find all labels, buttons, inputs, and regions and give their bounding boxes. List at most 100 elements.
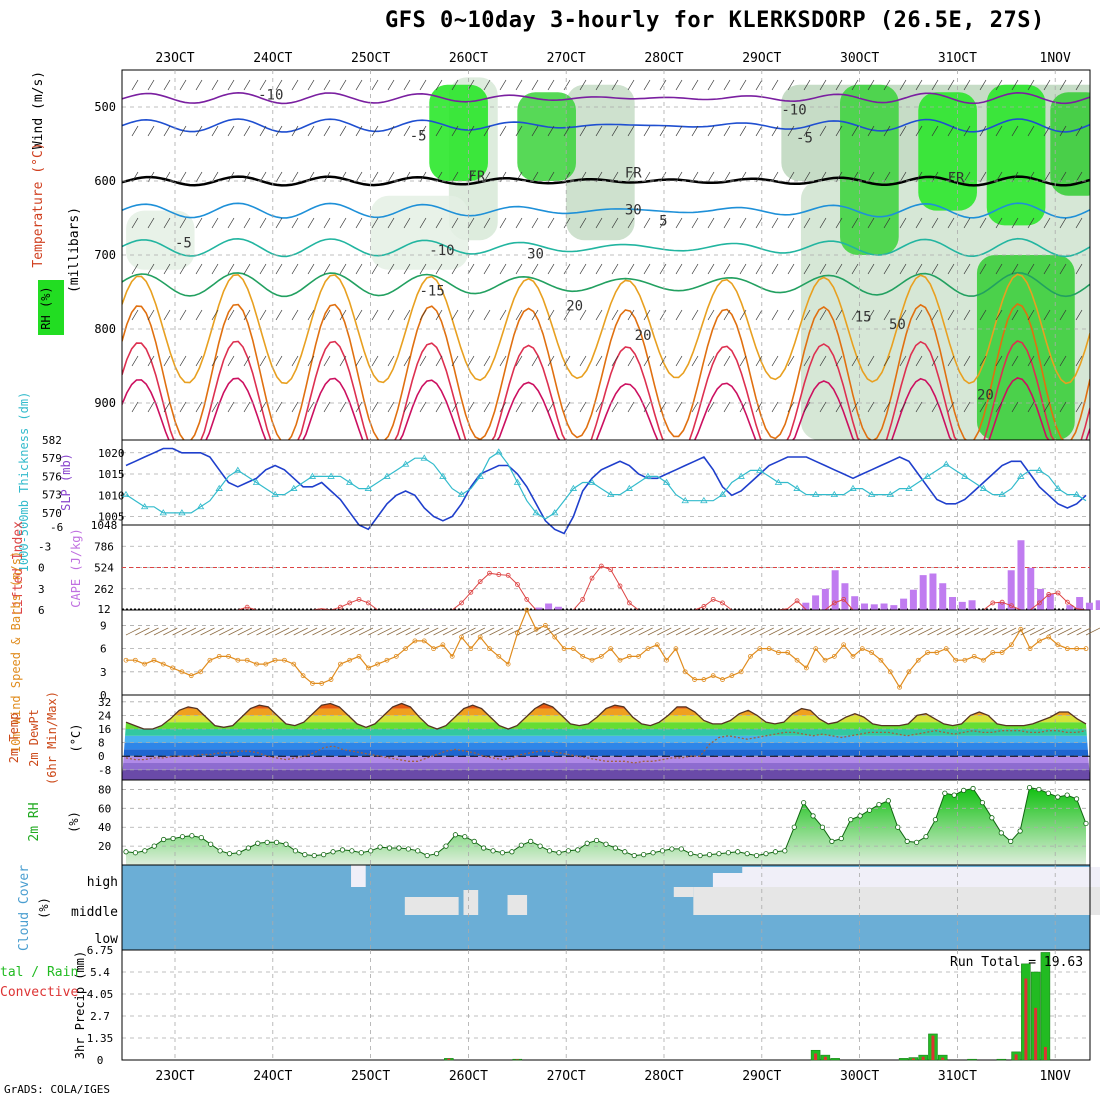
contour-label: -5 [796, 131, 813, 147]
wind-barb [181, 627, 197, 636]
wind-speed-point [337, 661, 343, 667]
li-tick-label: 3 [38, 583, 45, 596]
rh-point [208, 841, 214, 847]
wind-barb [387, 171, 395, 183]
wind-speed-point [1046, 634, 1052, 640]
rh-area [126, 787, 1086, 865]
rh-point [650, 850, 656, 856]
lifted-index-point [505, 572, 511, 578]
wind-barb [435, 401, 443, 413]
cape-bar [554, 606, 562, 610]
wind-barb [419, 263, 427, 275]
wind-barb [1043, 263, 1051, 275]
wind-barb [349, 627, 364, 636]
wind-barb [483, 355, 491, 367]
temperature-contour [122, 202, 1090, 219]
wind-barb [1067, 627, 1082, 636]
wind-barb [256, 627, 271, 636]
wind-barb [451, 355, 459, 367]
thickness-point [1017, 472, 1025, 479]
rh-point [876, 801, 882, 808]
wind-barb [259, 309, 267, 321]
wind-barb [195, 217, 203, 229]
wind-barb [368, 627, 383, 636]
wind-barb [803, 355, 811, 367]
rh-point [330, 849, 336, 855]
bottom-date-label: 29OCT [742, 1069, 781, 1084]
wind-barb [771, 79, 779, 91]
wind-barb [995, 401, 1003, 413]
wind-speed-point [887, 669, 893, 675]
wind-barb [739, 217, 747, 229]
lifted-index-point [365, 600, 371, 606]
wind-barb [227, 263, 235, 275]
wind-barb [131, 401, 139, 413]
wind-speed-point [356, 653, 362, 659]
wind-barb [531, 355, 539, 367]
cloud-cell [869, 895, 899, 915]
thickness-point [439, 472, 447, 479]
wind-barb [835, 79, 843, 91]
wind-barb [659, 309, 667, 321]
wind-barb [147, 263, 155, 275]
wind-barb [227, 217, 235, 229]
wind-barb [211, 263, 219, 275]
wind-speed-point [487, 646, 492, 652]
cloud-units: (%) [37, 897, 51, 919]
rh-point [575, 847, 581, 853]
wind-barb [259, 125, 267, 137]
wind-barb [531, 217, 539, 229]
rh-shade [918, 92, 977, 211]
convective-precip-bar [1014, 1054, 1018, 1060]
wind-barb [211, 171, 219, 183]
rh-point [838, 835, 844, 842]
wind-barb [1075, 263, 1083, 275]
rh-tick-label: 80 [98, 783, 111, 796]
rh-point [1083, 820, 1089, 827]
wind-barb [135, 627, 150, 636]
wind-barb [947, 263, 955, 275]
wind-barb [275, 79, 283, 91]
wind-barb [643, 171, 651, 183]
thickness-point [476, 472, 484, 479]
wind-barb [979, 171, 987, 183]
wind-speed-point [598, 653, 604, 659]
wind-barb [579, 125, 587, 137]
wind-barb [219, 627, 234, 636]
wind-barb [515, 401, 523, 413]
wind-barb [545, 627, 560, 636]
contour-label: FR [468, 169, 485, 185]
thickness-point [812, 490, 820, 498]
thickness-point [905, 484, 913, 491]
wind-barb [867, 125, 875, 137]
wind-speed-point [794, 657, 800, 663]
wind-barb [579, 309, 587, 321]
rh-point [509, 849, 515, 855]
wind-barb [750, 627, 765, 636]
rh-point [443, 843, 449, 849]
rh-point [612, 845, 619, 851]
top-date-label: 26OCT [449, 51, 488, 66]
slp-line [125, 447, 1087, 535]
wind-speed-point [244, 657, 250, 663]
wind-speed-point [915, 657, 921, 663]
rh-point [481, 845, 487, 851]
cape-bar [939, 583, 947, 610]
wind-barb [386, 627, 402, 636]
thickness-point [513, 478, 522, 485]
wind-barb [918, 627, 933, 636]
wind-barb [340, 627, 355, 636]
wind-barb [200, 627, 215, 636]
wind-barb [759, 627, 774, 636]
wind-barb [691, 217, 699, 229]
wind-barb [915, 355, 923, 367]
rh-point [264, 839, 270, 845]
lifted-index-point [515, 582, 520, 587]
wind-barb [179, 217, 187, 229]
wind-barb [936, 627, 952, 636]
wind-speed-point [1064, 646, 1070, 652]
rh-legend-swatch [38, 280, 64, 335]
convective-precip-bar [447, 1058, 451, 1060]
wind-barb [851, 401, 859, 413]
